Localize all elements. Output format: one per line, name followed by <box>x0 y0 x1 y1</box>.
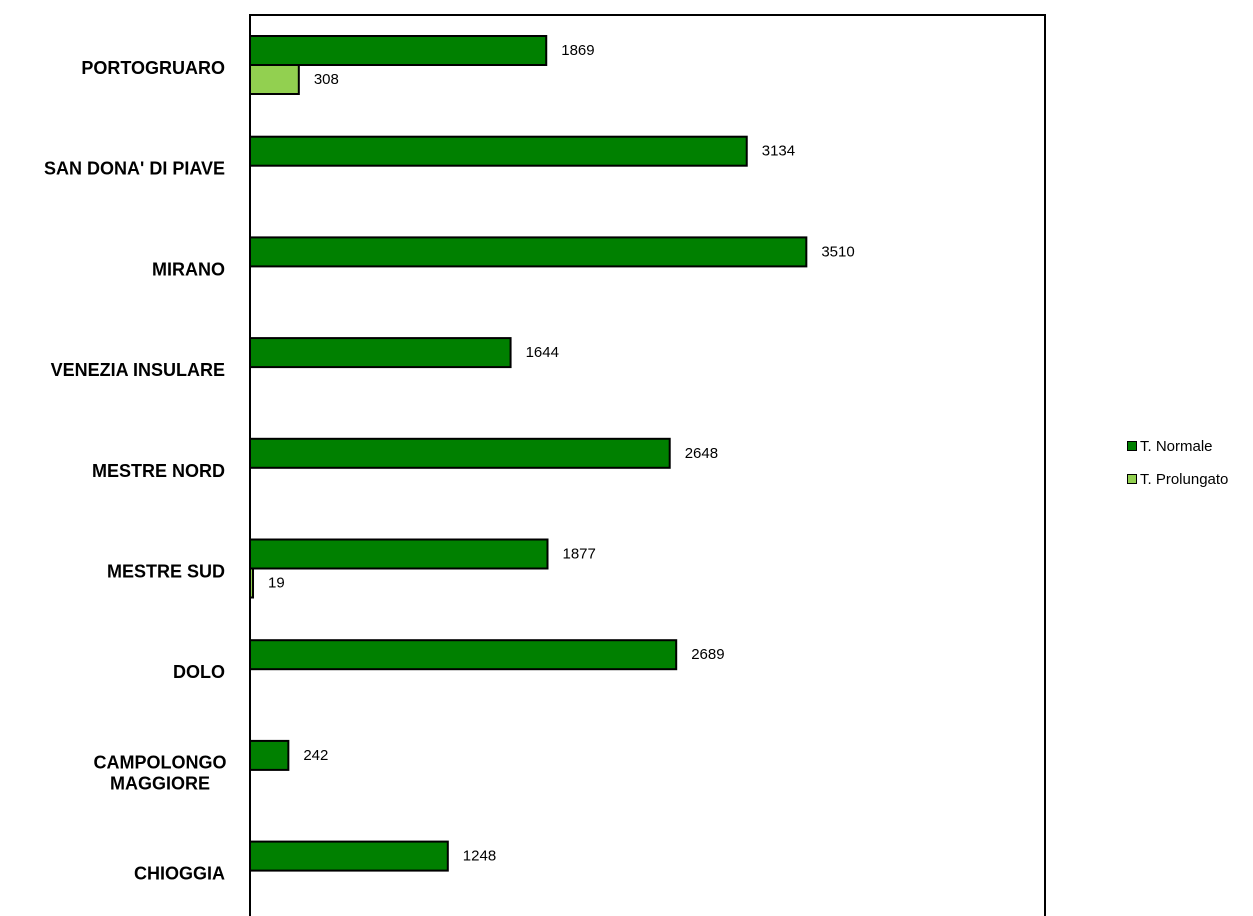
bar-normale-1 <box>249 135 748 167</box>
data-labels-group: 1869 308 3134 3510 1644 2648 1877 19 2689 242 1248 <box>268 42 855 865</box>
data-label-normale-7: 242 <box>303 747 328 764</box>
data-label-normale-5: 1877 <box>563 546 596 563</box>
data-label-normale-1: 3134 <box>762 143 795 160</box>
data-label-normale-0: 1869 <box>561 42 594 59</box>
category-labels-group: PORTOGRUARO SAN DONA' DI PIAVE MIRANO VENEZ… <box>44 58 226 884</box>
category-label-5: MESTRE SUD <box>107 562 225 582</box>
data-label-prolungato-5: 19 <box>268 575 285 592</box>
category-label-7: CAMPOLONGO MAGGIORE <box>94 752 227 793</box>
category-label-4: MESTRE NORD <box>92 461 225 481</box>
bars-group <box>249 35 808 872</box>
bar-normale-5 <box>249 538 549 570</box>
data-label-normale-2: 3510 <box>821 243 854 260</box>
bar-prolungato-0 <box>249 64 300 95</box>
bar-normale-0 <box>249 35 548 66</box>
category-label-6: DOLO <box>173 662 225 682</box>
legend-item-normale: T. Normale <box>1127 436 1228 456</box>
legend-swatch-prolungato <box>1127 474 1137 484</box>
bar-normale-3 <box>249 337 512 369</box>
data-label-normale-4: 2648 <box>685 445 718 462</box>
bar-prolungato-5 <box>249 567 255 599</box>
bar-normale-2 <box>249 236 808 268</box>
legend-swatch-normale <box>1127 441 1137 451</box>
legend-label-normale: T. Normale <box>1140 437 1213 455</box>
legend-label-prolungato: T. Prolungato <box>1140 470 1229 488</box>
data-label-normale-6: 2689 <box>691 646 724 663</box>
bar-normale-8 <box>249 840 449 872</box>
data-label-prolungato-0: 308 <box>314 71 339 88</box>
category-label-1: SAN DONA' DI PIAVE <box>44 159 225 179</box>
bar-normale-7 <box>249 739 290 771</box>
bar-normale-4 <box>249 437 671 469</box>
category-label-8: CHIOGGIA <box>134 864 225 884</box>
data-label-normale-8: 1248 <box>463 848 496 865</box>
data-label-normale-3: 1644 <box>526 344 559 361</box>
legend-item-prolungato: T. Prolungato <box>1127 469 1228 489</box>
bar-normale-6 <box>249 639 678 671</box>
category-label-2: MIRANO <box>152 259 225 279</box>
category-label-3: VENEZIA INSULARE <box>51 360 225 380</box>
category-label-0: PORTOGRUARO <box>81 58 225 78</box>
legend: T. Normale T. Prolungato <box>1127 436 1228 502</box>
